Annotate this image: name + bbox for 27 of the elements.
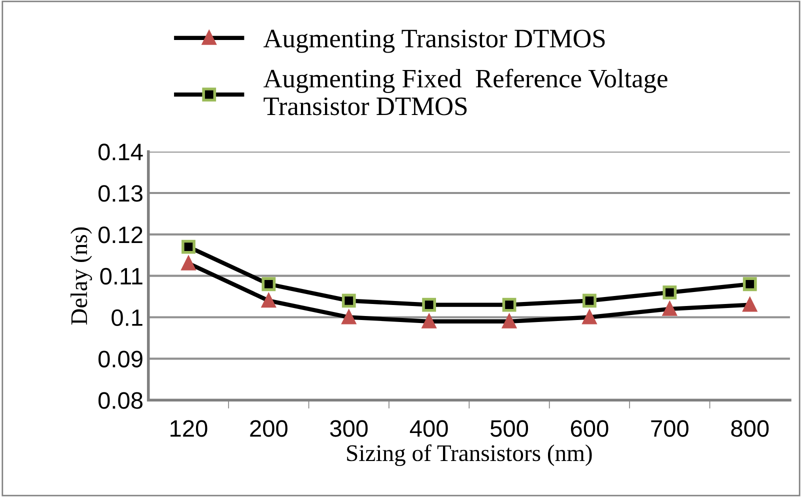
y-axis-title: Delay (ns)	[70, 227, 92, 325]
point	[182, 240, 196, 254]
y-tick-label: 0.08	[98, 392, 142, 409]
point	[662, 285, 677, 300]
x-tick-label: 400	[410, 420, 448, 437]
x-axis-title: Sizing of Transistors (nm)	[347, 444, 592, 466]
x-tick-label: 300	[330, 420, 368, 437]
y-tick-label: 0.1	[112, 309, 142, 326]
y-tick-label: 0.11	[100, 268, 142, 285]
x-tick-label: 200	[250, 420, 288, 437]
y-tick-label: 0.14	[98, 144, 143, 160]
point	[342, 294, 356, 308]
point	[422, 298, 436, 312]
y-tick-label: 0.09	[98, 350, 142, 368]
point	[262, 277, 276, 292]
x-tick-label: 120	[170, 420, 208, 437]
x-tick-label: 800	[731, 420, 769, 437]
legend-label: Augmenting Transistor DTMOS	[263, 30, 605, 53]
point	[582, 294, 596, 308]
legend-label: Augmenting Fixed Reference Voltage Transistor DTMOS	[263, 68, 668, 116]
x-tick-label: 500	[490, 420, 528, 437]
point	[502, 298, 516, 312]
y-tick-label: 0.12	[98, 226, 142, 244]
point	[742, 277, 757, 292]
x-tick-label: 700	[651, 420, 688, 437]
x-tick-label: 600	[570, 420, 608, 437]
y-tick-label: 0.13	[98, 185, 142, 202]
